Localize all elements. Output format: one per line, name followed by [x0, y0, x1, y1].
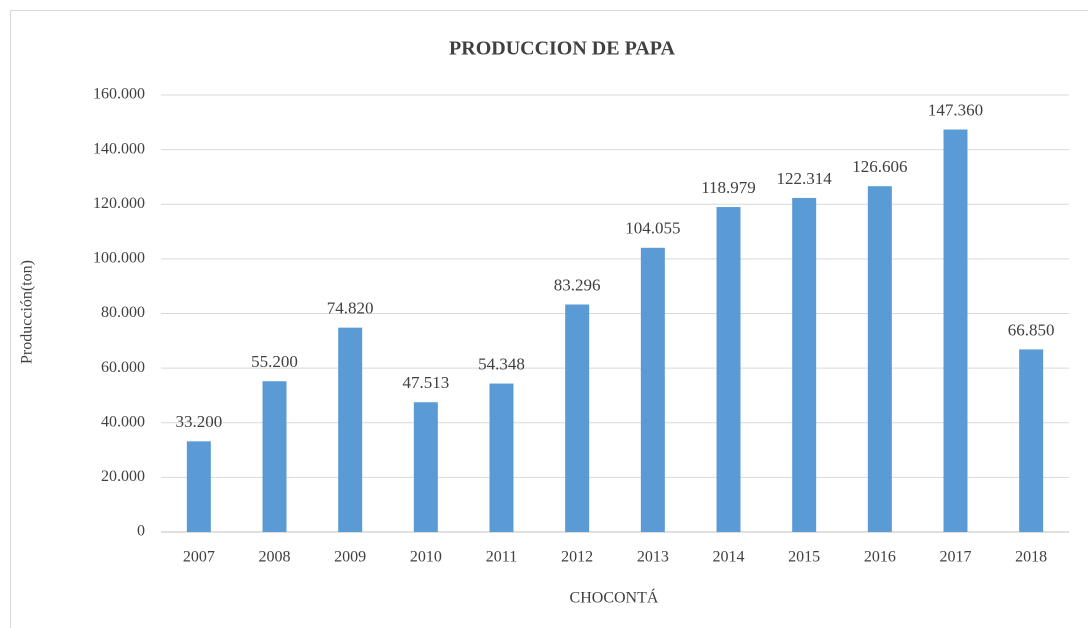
- bar: [489, 383, 514, 532]
- x-axis-label: CHOCONTÁ: [570, 588, 659, 607]
- data-label: 147.360: [928, 100, 983, 119]
- bar: [186, 441, 211, 532]
- bar: [565, 304, 590, 532]
- x-tick-label: 2010: [410, 549, 442, 566]
- y-tick-label: 100.000: [93, 250, 145, 267]
- y-tick-label: 0: [137, 523, 145, 540]
- y-tick-label: 20.000: [101, 468, 145, 485]
- data-label: 118.979: [701, 178, 756, 197]
- data-label: 54.348: [478, 354, 525, 373]
- y-tick-label: 120.000: [93, 195, 145, 212]
- bar: [640, 247, 665, 532]
- y-tick-label: 40.000: [101, 413, 145, 430]
- x-tick-label: 2007: [183, 549, 215, 566]
- x-tick-label: 2018: [1015, 549, 1047, 566]
- x-tick-label: 2013: [637, 549, 669, 566]
- y-tick-label: 140.000: [93, 140, 145, 157]
- chart-title: PRODUCCION DE PAPA: [449, 38, 675, 60]
- x-tick-label: 2011: [486, 549, 517, 566]
- bar: [1019, 349, 1044, 532]
- bar: [338, 327, 363, 532]
- data-label: 122.314: [777, 169, 833, 188]
- x-tick-label: 2012: [561, 549, 593, 566]
- x-tick-label: 2016: [864, 549, 896, 566]
- x-tick-label: 2017: [940, 549, 972, 566]
- data-label: 55.200: [251, 352, 298, 371]
- x-tick-label: 2008: [259, 549, 291, 566]
- data-label: 83.296: [554, 275, 601, 294]
- data-label: 104.055: [625, 219, 680, 238]
- data-label: 66.850: [1008, 320, 1055, 339]
- y-tick-label: 160.000: [93, 86, 145, 103]
- x-tick-label: 2015: [788, 549, 820, 566]
- bar: [716, 207, 741, 532]
- bar: [413, 402, 438, 532]
- bar: [262, 381, 287, 532]
- data-label: 74.820: [327, 299, 374, 318]
- data-label: 126.606: [852, 157, 907, 176]
- bar: [792, 197, 817, 533]
- data-label: 47.513: [402, 373, 449, 392]
- x-tick-label: 2014: [713, 549, 745, 566]
- x-tick-label: 2009: [334, 549, 366, 566]
- bar: [867, 186, 892, 532]
- y-tick-label: 80.000: [101, 304, 145, 321]
- bar: [943, 129, 968, 532]
- y-tick-label: 60.000: [101, 359, 145, 376]
- chart-frame: [10, 10, 1088, 628]
- data-label: 33.200: [175, 412, 222, 431]
- y-axis-label: Producción(ton): [19, 260, 36, 364]
